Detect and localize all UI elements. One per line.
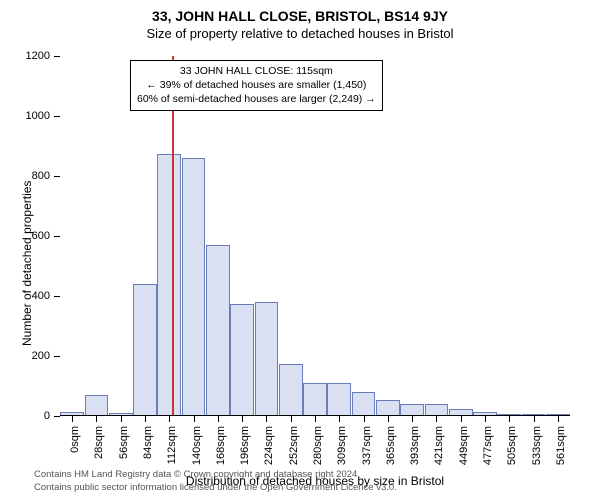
x-tick: [121, 416, 122, 422]
x-tick: [72, 416, 73, 422]
y-tick: [54, 56, 60, 57]
histogram-bar: [255, 302, 279, 416]
x-tick-label: 112sqm: [166, 426, 178, 464]
x-tick-label: 477sqm: [482, 426, 494, 465]
x-tick: [218, 416, 219, 422]
x-tick: [461, 416, 462, 422]
y-tick: [54, 116, 60, 117]
x-tick: [291, 416, 292, 422]
histogram-bar: [303, 383, 327, 416]
annotation-line-1: 33 JOHN HALL CLOSE: 115sqm: [137, 64, 376, 78]
histogram-bar: [352, 392, 376, 416]
histogram-bar: [327, 383, 351, 416]
y-tick-label: 600: [10, 230, 50, 242]
x-tick-label: 505sqm: [506, 426, 518, 465]
y-tick: [54, 356, 60, 357]
annotation-box: 33 JOHN HALL CLOSE: 115sqm ← 39% of deta…: [130, 60, 383, 111]
y-tick-label: 1000: [10, 110, 50, 122]
x-tick-label: 28sqm: [93, 426, 105, 459]
x-tick: [169, 416, 170, 422]
footer: Contains HM Land Registry data © Crown c…: [34, 469, 397, 494]
histogram-bar: [85, 395, 109, 416]
chart-area: Number of detached properties 0200400600…: [60, 56, 570, 416]
y-tick-label: 400: [10, 290, 50, 302]
x-tick-label: 140sqm: [191, 426, 203, 465]
annotation-line-2: ← 39% of detached houses are smaller (1,…: [137, 78, 376, 92]
histogram-bar: [133, 284, 157, 416]
x-tick-label: 561sqm: [555, 426, 567, 465]
annotation-line-3: 60% of semi-detached houses are larger (…: [137, 92, 376, 106]
page-subtitle: Size of property relative to detached ho…: [0, 24, 600, 45]
histogram-bar: [182, 158, 206, 416]
x-tick-label: 252sqm: [288, 426, 300, 465]
x-tick-label: 168sqm: [215, 426, 227, 465]
x-tick-label: 421sqm: [433, 426, 445, 465]
x-tick: [194, 416, 195, 422]
histogram-bar: [206, 245, 230, 416]
y-tick-label: 200: [10, 350, 50, 362]
x-tick-label: 365sqm: [385, 426, 397, 465]
x-tick-label: 280sqm: [312, 426, 324, 465]
x-tick-label: 196sqm: [239, 426, 251, 465]
y-tick: [54, 296, 60, 297]
x-tick-label: 56sqm: [118, 426, 130, 459]
y-tick: [54, 416, 60, 417]
histogram-bar: [230, 304, 254, 417]
x-tick-label: 449sqm: [458, 426, 470, 465]
footer-line-1: Contains HM Land Registry data © Crown c…: [34, 469, 397, 481]
chart-container: 33, JOHN HALL CLOSE, BRISTOL, BS14 9JY S…: [0, 0, 600, 500]
x-tick-label: 393sqm: [409, 426, 421, 465]
y-tick-label: 0: [10, 410, 50, 422]
x-tick-label: 0sqm: [69, 426, 81, 453]
x-tick-label: 84sqm: [142, 426, 154, 459]
x-tick-label: 533sqm: [531, 426, 543, 465]
x-tick: [558, 416, 559, 422]
x-tick: [388, 416, 389, 422]
y-tick-label: 1200: [10, 50, 50, 62]
x-tick: [315, 416, 316, 422]
histogram-bar: [376, 400, 400, 417]
y-tick-label: 800: [10, 170, 50, 182]
x-tick: [534, 416, 535, 422]
x-tick: [266, 416, 267, 422]
x-tick: [436, 416, 437, 422]
y-axis-title: Number of detached properties: [20, 181, 34, 346]
x-tick-label: 309sqm: [336, 426, 348, 465]
x-tick: [339, 416, 340, 422]
x-tick-label: 337sqm: [361, 426, 373, 465]
y-tick: [54, 236, 60, 237]
y-tick: [54, 176, 60, 177]
histogram-bar: [279, 364, 303, 417]
footer-line-2: Contains public sector information licen…: [34, 482, 397, 494]
x-tick: [412, 416, 413, 422]
x-tick: [509, 416, 510, 422]
x-tick: [364, 416, 365, 422]
x-tick: [485, 416, 486, 422]
histogram-bar: [157, 154, 181, 417]
x-tick: [145, 416, 146, 422]
x-tick: [96, 416, 97, 422]
x-tick: [242, 416, 243, 422]
x-tick-label: 224sqm: [263, 426, 275, 465]
page-title: 33, JOHN HALL CLOSE, BRISTOL, BS14 9JY: [0, 0, 600, 24]
